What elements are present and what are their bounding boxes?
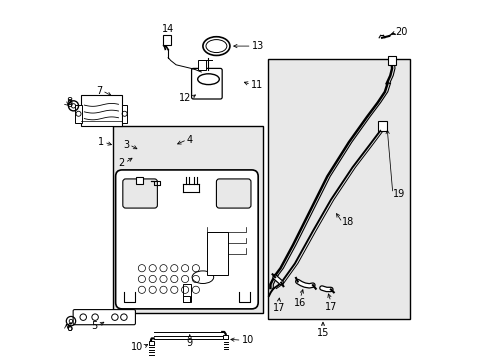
Bar: [163, 35, 171, 45]
Bar: [113, 126, 262, 313]
Text: 20: 20: [395, 27, 407, 37]
Bar: [183, 296, 190, 302]
Text: 14: 14: [162, 24, 174, 34]
Bar: [75, 104, 81, 123]
Text: 17: 17: [272, 303, 285, 313]
Bar: [182, 284, 191, 302]
Text: 2: 2: [119, 158, 125, 168]
Text: 19: 19: [392, 189, 404, 199]
Bar: [198, 60, 206, 70]
Text: 7: 7: [96, 86, 102, 96]
Bar: [122, 104, 127, 123]
FancyBboxPatch shape: [122, 179, 157, 208]
Bar: [223, 335, 228, 339]
Bar: [267, 59, 409, 319]
Text: 1: 1: [98, 137, 104, 147]
Bar: [377, 121, 386, 131]
FancyBboxPatch shape: [115, 170, 258, 309]
Bar: [206, 232, 228, 275]
Text: 10: 10: [241, 335, 253, 345]
Bar: [136, 177, 142, 184]
Text: 17: 17: [324, 302, 336, 312]
Text: 3: 3: [123, 140, 129, 150]
Text: 16: 16: [294, 298, 306, 308]
Text: 12: 12: [179, 93, 191, 103]
Text: 8: 8: [66, 99, 72, 109]
Text: 8: 8: [66, 96, 72, 107]
Text: 5: 5: [91, 321, 98, 331]
Text: 9: 9: [186, 338, 192, 348]
Bar: [387, 56, 395, 65]
FancyBboxPatch shape: [216, 179, 250, 208]
Text: 13: 13: [251, 41, 264, 51]
Bar: [149, 341, 154, 345]
FancyBboxPatch shape: [73, 310, 135, 325]
Text: 10: 10: [130, 342, 142, 352]
Text: 11: 11: [250, 80, 263, 90]
Text: 15: 15: [316, 328, 328, 338]
Text: 18: 18: [342, 217, 354, 228]
Text: 6: 6: [66, 323, 72, 333]
Text: 6: 6: [66, 323, 72, 333]
FancyBboxPatch shape: [81, 95, 122, 126]
FancyBboxPatch shape: [191, 68, 222, 99]
Text: 4: 4: [186, 135, 193, 145]
